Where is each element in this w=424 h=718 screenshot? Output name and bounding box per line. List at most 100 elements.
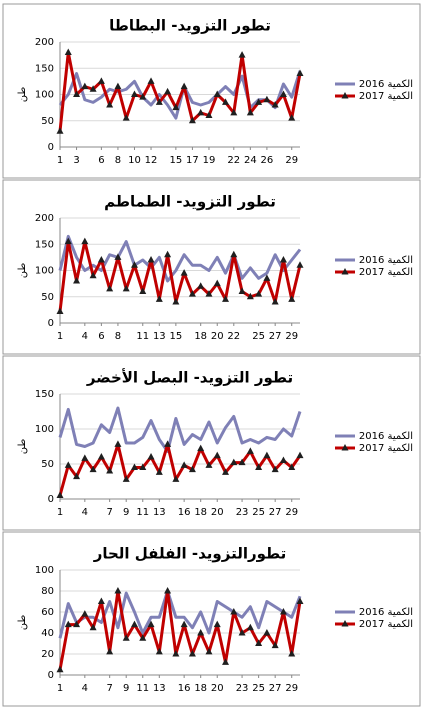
point-marker	[222, 658, 230, 665]
point-marker	[73, 277, 81, 284]
point-marker	[205, 111, 213, 118]
point-marker	[296, 261, 304, 268]
point-marker	[296, 597, 304, 604]
point-marker	[155, 647, 163, 655]
point-marker	[73, 90, 81, 97]
y-tick-label: 50	[41, 116, 54, 127]
x-tick-label: 18	[194, 683, 207, 694]
point-marker	[263, 451, 271, 459]
point-marker	[188, 650, 196, 657]
series-line	[58, 406, 302, 453]
point-marker	[155, 468, 163, 475]
x-tick-label: 8	[115, 331, 121, 342]
chart-title: تطور التزويد- الطماطم	[104, 193, 276, 211]
point-marker	[255, 290, 263, 297]
x-tick-label: 29	[285, 683, 298, 694]
x-tick-label: 23	[236, 683, 249, 694]
x-tick-label: 25	[252, 507, 265, 518]
x-tick-label: 27	[269, 683, 282, 694]
x-tick-label: 1	[57, 331, 63, 342]
legend-marker	[341, 92, 349, 99]
point-marker	[180, 461, 188, 468]
point-marker	[230, 250, 238, 258]
point-marker	[288, 463, 296, 470]
point-marker	[213, 279, 221, 287]
x-tick-label: 15	[169, 155, 182, 166]
point-marker	[230, 458, 238, 466]
y-tick-label: 60	[41, 607, 54, 618]
point-marker	[255, 639, 263, 646]
point-marker	[238, 629, 246, 636]
point-marker	[130, 261, 138, 268]
point-marker	[197, 444, 205, 452]
point-marker	[222, 295, 230, 302]
x-tick-label: 27	[269, 331, 282, 342]
point-marker	[64, 620, 72, 628]
point-marker	[97, 597, 105, 604]
x-tick-label: 4	[82, 683, 88, 694]
point-marker	[56, 307, 64, 314]
x-tick-label: 22	[227, 331, 240, 342]
point-marker	[279, 456, 287, 463]
point-marker	[197, 108, 205, 116]
x-tick-label: 22	[227, 155, 240, 166]
point-marker	[296, 69, 304, 76]
point-marker	[246, 108, 254, 116]
point-marker	[164, 440, 172, 447]
x-tick-label: 7	[106, 683, 112, 694]
point-marker	[271, 641, 279, 649]
point-marker	[106, 647, 114, 655]
point-marker	[172, 475, 180, 482]
point-marker	[172, 650, 180, 657]
x-tick-label: 11	[136, 507, 149, 518]
point-marker	[205, 461, 213, 468]
point-marker	[122, 284, 130, 292]
point-marker	[64, 237, 72, 245]
x-tick-label: 16	[178, 683, 191, 694]
x-tick-label: 12	[145, 155, 158, 166]
point-marker	[106, 101, 114, 108]
point-marker	[205, 290, 213, 297]
legend-label: الكمية 2016	[359, 79, 413, 90]
point-marker	[89, 465, 97, 473]
legend-label: الكمية 2016	[359, 607, 413, 618]
point-marker	[188, 290, 196, 297]
point-marker	[180, 82, 188, 90]
legend-label: الكمية 2016	[359, 431, 413, 442]
y-tick-label: 50	[41, 459, 54, 470]
point-marker	[180, 269, 188, 276]
y-tick-label: 150	[35, 389, 54, 400]
x-tick-label: 7	[106, 507, 112, 518]
x-tick-label: 24	[244, 155, 257, 166]
point-marker	[81, 454, 89, 461]
point-marker	[147, 256, 155, 263]
point-marker	[81, 82, 89, 90]
point-marker	[89, 623, 97, 631]
point-marker	[114, 440, 122, 447]
x-tick-label: 4	[82, 507, 88, 518]
y-tick-label: 100	[35, 90, 54, 101]
point-marker	[147, 620, 155, 628]
x-tick-label: 26	[261, 155, 274, 166]
panel-border	[2, 3, 421, 179]
series-line	[58, 234, 302, 283]
point-marker	[155, 98, 163, 105]
chart-title: تطورالتزويد- الفلفل الحار	[93, 545, 287, 563]
x-tick-label: 27	[269, 507, 282, 518]
point-marker	[230, 608, 238, 615]
point-marker	[122, 114, 130, 121]
x-tick-label: 29	[285, 155, 298, 166]
point-marker	[279, 608, 287, 615]
x-tick-label: 19	[203, 155, 216, 166]
y-tick-label: 100	[35, 424, 54, 435]
point-marker	[238, 51, 246, 58]
x-tick-label: 1	[57, 683, 63, 694]
series-line	[58, 589, 302, 671]
x-tick-label: 8	[115, 155, 121, 166]
legend-marker	[341, 620, 349, 627]
point-marker	[56, 665, 64, 673]
legend-label: الكمية 2017	[359, 267, 413, 278]
y-tick-label: 100	[35, 565, 54, 576]
series-line	[58, 70, 302, 120]
